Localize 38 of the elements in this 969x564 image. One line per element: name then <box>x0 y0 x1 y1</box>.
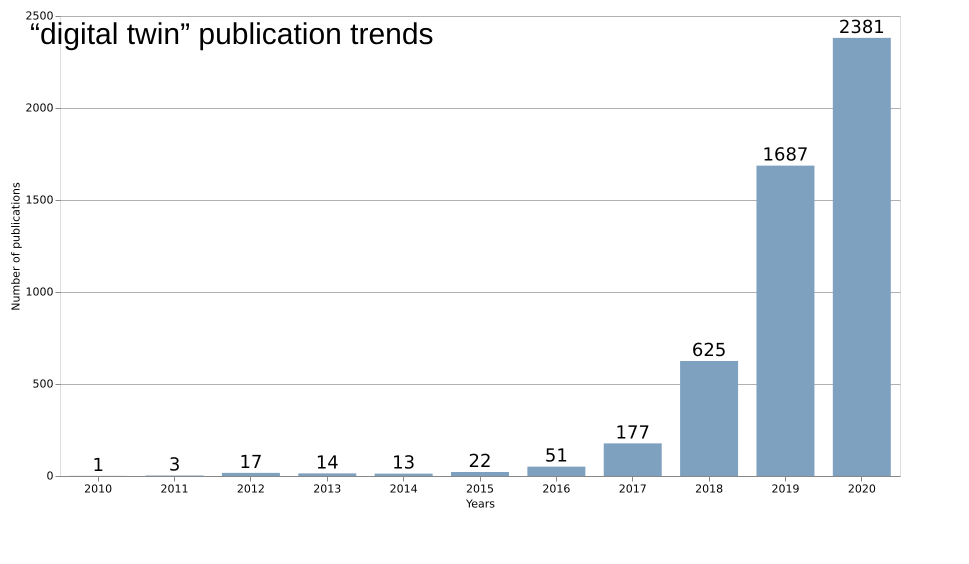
y-axis-title: Number of publications <box>10 182 23 311</box>
data-label: 51 <box>544 446 568 467</box>
x-tick-label: 2016 <box>542 482 570 496</box>
bar <box>832 38 891 476</box>
data-label: 17 <box>239 452 262 473</box>
bar <box>451 472 509 476</box>
y-tick-label: 2500 <box>26 10 54 22</box>
x-tick-label: 2018 <box>695 482 724 496</box>
data-label: 177 <box>616 422 650 444</box>
y-tick-label: 2000 <box>26 102 54 114</box>
bar <box>527 466 586 476</box>
data-label: 13 <box>392 452 416 474</box>
x-tick-label: 2015 <box>466 482 494 496</box>
data-label: 1 <box>92 454 104 476</box>
x-axis-title: Years <box>464 498 496 510</box>
bar <box>756 166 814 476</box>
bar <box>680 361 738 476</box>
x-tick-label: 2014 <box>390 482 418 496</box>
x-tick-label: 2013 <box>313 482 342 496</box>
bar <box>222 472 280 476</box>
data-label: 3 <box>168 454 180 476</box>
data-label: 2381 <box>838 16 885 38</box>
y-tick-label: 500 <box>32 378 54 390</box>
data-label: 22 <box>468 450 492 472</box>
data-label: 625 <box>692 340 726 361</box>
x-tick-label: 2012 <box>236 482 265 496</box>
y-tick-label: 1000 <box>26 286 54 298</box>
data-label: 14 <box>316 452 339 474</box>
x-tick-label: 2011 <box>160 482 189 496</box>
x-tick-label: 2010 <box>84 482 112 496</box>
data-label: 1687 <box>762 144 808 166</box>
x-tick-label: 2017 <box>618 482 647 496</box>
bar <box>298 473 356 476</box>
x-tick-label: 2019 <box>771 482 800 496</box>
y-tick-label: 0 <box>46 470 54 482</box>
bar <box>604 443 662 476</box>
y-tick-label: 1500 <box>26 194 54 206</box>
x-tick-label: 2020 <box>848 482 876 496</box>
